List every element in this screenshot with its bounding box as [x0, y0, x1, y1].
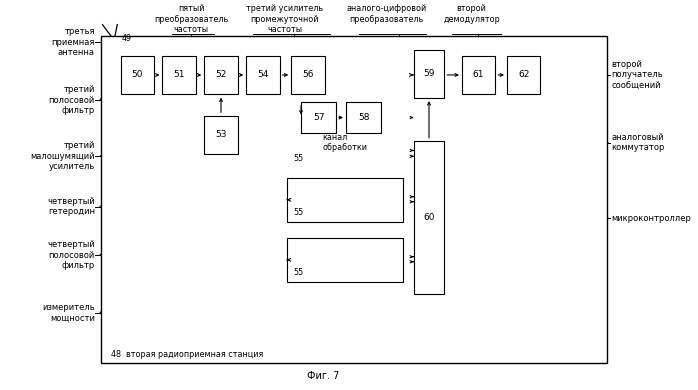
- Text: 55: 55: [293, 154, 304, 163]
- Text: 52: 52: [215, 71, 227, 80]
- Text: второй
получатель
сообщений: второй получатель сообщений: [611, 60, 663, 90]
- Text: третий
полосовой
фильтр: третий полосовой фильтр: [49, 85, 95, 115]
- Text: 60: 60: [423, 213, 435, 222]
- Bar: [205, 56, 238, 94]
- Text: аналого-цифровой
преобразователь: аналого-цифровой преобразователь: [346, 5, 426, 24]
- Text: 61: 61: [473, 71, 484, 80]
- Bar: [413, 141, 445, 294]
- Text: 51: 51: [173, 71, 185, 80]
- Text: микроконтроллер: микроконтроллер: [611, 214, 691, 223]
- Bar: [462, 56, 496, 94]
- Bar: [246, 56, 280, 94]
- Text: 57: 57: [313, 113, 325, 122]
- Text: 55: 55: [293, 209, 304, 218]
- Text: 49: 49: [122, 34, 132, 43]
- Bar: [205, 115, 238, 154]
- Text: 54: 54: [257, 71, 269, 80]
- Bar: [287, 58, 403, 168]
- Text: третий усилитель
промежуточной
частоты: третий усилитель промежуточной частоты: [246, 5, 323, 34]
- Text: 48  вторая радиоприемная станция: 48 вторая радиоприемная станция: [111, 350, 263, 359]
- Bar: [163, 56, 196, 94]
- Text: четвертый
полосовой
фильтр: четвертый полосовой фильтр: [47, 240, 95, 270]
- Text: третий
малошумящий
усилитель: третий малошумящий усилитель: [30, 142, 95, 171]
- Text: 59: 59: [423, 69, 435, 78]
- Text: 62: 62: [518, 71, 529, 80]
- Text: 58: 58: [358, 113, 369, 122]
- Text: Фиг. 7: Фиг. 7: [307, 371, 340, 381]
- Bar: [121, 56, 154, 94]
- Text: 56: 56: [302, 71, 313, 80]
- Text: 55: 55: [293, 268, 304, 277]
- Text: измеритель
мощности: измеритель мощности: [42, 303, 95, 323]
- Bar: [413, 50, 445, 98]
- Text: третья
приемная
антенна: третья приемная антенна: [52, 27, 95, 57]
- Bar: [346, 102, 381, 133]
- Text: пятый
преобразователь
частоты: пятый преобразователь частоты: [154, 5, 228, 34]
- Bar: [507, 56, 540, 94]
- Bar: [287, 238, 403, 282]
- Text: четвертый
гетеродин: четвертый гетеродин: [47, 197, 95, 216]
- Text: канал
обработки: канал обработки: [322, 133, 367, 152]
- Text: второй
демодулятор: второй демодулятор: [443, 5, 500, 24]
- Text: 53: 53: [215, 131, 227, 140]
- Bar: [301, 102, 336, 133]
- Bar: [101, 36, 607, 363]
- Text: 50: 50: [131, 71, 143, 80]
- Text: аналоговый
коммутатор: аналоговый коммутатор: [611, 133, 664, 152]
- Bar: [291, 56, 325, 94]
- Bar: [287, 177, 403, 222]
